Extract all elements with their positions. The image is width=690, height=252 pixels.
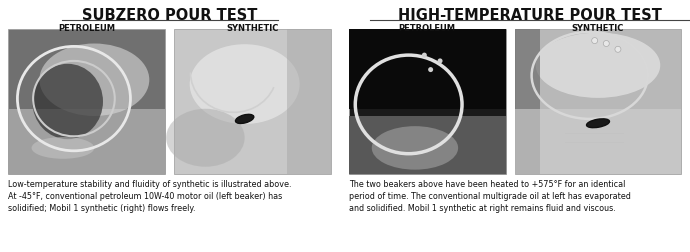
Text: The two beakers above have been heated to +575°F for an identical
period of time: The two beakers above have been heated t… [349,179,631,212]
Text: PETROLEUM: PETROLEUM [59,24,115,33]
Ellipse shape [32,65,103,140]
Circle shape [592,39,598,44]
Circle shape [428,68,433,73]
Ellipse shape [372,127,458,170]
Bar [8,30,165,174]
Circle shape [437,59,442,64]
Ellipse shape [235,115,254,124]
Bar [349,30,506,109]
Bar [174,30,331,174]
Bar [515,30,681,174]
Text: SYNTHETIC: SYNTHETIC [227,24,279,33]
Ellipse shape [32,138,95,159]
Circle shape [422,53,427,58]
Bar [349,30,506,174]
Bar [287,30,331,174]
Ellipse shape [166,109,245,167]
Ellipse shape [190,45,299,124]
Text: SYNTHETIC: SYNTHETIC [572,24,624,33]
Ellipse shape [535,34,660,99]
Circle shape [615,47,621,53]
Bar [515,109,681,174]
Text: PETROLEUM: PETROLEUM [399,24,455,33]
Bar [515,30,540,174]
Text: SUBZERO POUR TEST: SUBZERO POUR TEST [82,8,257,23]
Ellipse shape [586,119,609,128]
Ellipse shape [39,44,149,116]
Circle shape [603,41,609,47]
Bar [349,116,506,174]
Text: HIGH-TEMPERATURE POUR TEST: HIGH-TEMPERATURE POUR TEST [398,8,662,23]
Bar [8,109,165,174]
Text: Low-temperature stability and fluidity of synthetic is illustrated above.
At -45: Low-temperature stability and fluidity o… [8,179,291,212]
